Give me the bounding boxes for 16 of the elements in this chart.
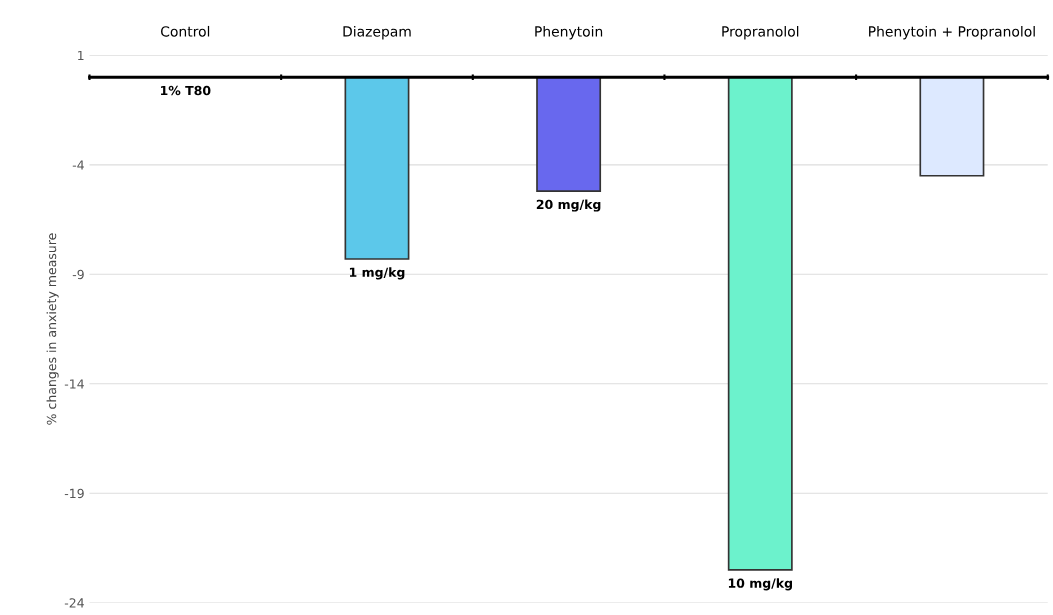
y-tick-label: -9: [72, 269, 84, 280]
y-tick-label: -4: [72, 160, 84, 170]
annotation: 20 mg/kg: [536, 199, 601, 212]
y-tick-label: -19: [64, 488, 84, 499]
annotation: 1 mg/kg: [349, 267, 405, 280]
y-tick-label: -24: [64, 598, 84, 608]
x-tick-label: Phenytoin + Propranolol: [869, 25, 1035, 40]
x-tick-label: Diazepam: [343, 25, 411, 40]
y-axis-title: % changes in anxiety measure: [46, 233, 59, 425]
y-tick-label: -14: [64, 379, 84, 389]
x-tick-label: Phenytoin: [535, 25, 603, 40]
x-tick-label: Control: [161, 25, 210, 37]
y-tick-label: 1: [78, 50, 84, 61]
x-tick-label: Propranolol: [722, 25, 799, 40]
annotation: 10 mg/kg: [728, 578, 792, 591]
annotation: 1% T80: [160, 85, 211, 96]
